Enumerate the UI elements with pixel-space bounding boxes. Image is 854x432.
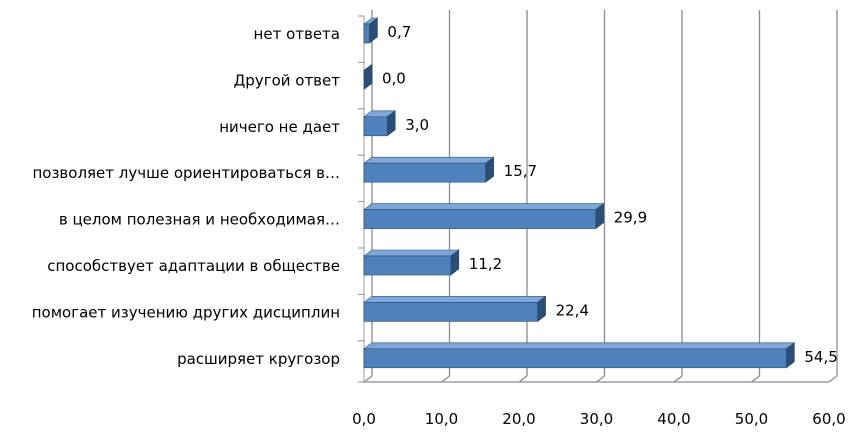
category-label: ничего не дает [219, 118, 340, 136]
category-label: способствует адаптации в обществе [47, 257, 340, 275]
x-tick-label: 40,0 [657, 410, 690, 428]
category-label: помогает изучению других дисциплин [32, 303, 340, 321]
bar-front-face [363, 348, 787, 369]
category-labels: нет ответа Другой ответ ничего не дает позв… [32, 25, 341, 368]
bar [363, 156, 495, 183]
grid-floor-line [441, 375, 450, 383]
bar-top-face [363, 156, 495, 164]
bar [363, 63, 373, 91]
grid-floor-line [751, 375, 760, 383]
bar [363, 203, 605, 230]
x-tick-label: 20,0 [502, 410, 535, 428]
x-tick-label: 50,0 [735, 410, 768, 428]
grid-floor-line [363, 375, 373, 383]
bar-side-face [595, 203, 605, 230]
bar-top-face [363, 249, 460, 257]
value-label: 0,7 [387, 23, 411, 41]
bar-top-face [363, 342, 796, 350]
bar-top-face [363, 296, 547, 303]
category-label: в целом полезная и необходимая… [59, 211, 340, 229]
bar-front-face [363, 23, 370, 44]
category-label: расширяет кругозор [177, 350, 340, 368]
bar-top-face [363, 203, 605, 210]
x-axis-ticks: 0,0 10,0 20,0 30,0 40,0 50,0 60,0 [352, 410, 846, 428]
bars [363, 17, 796, 369]
bar-front-face [363, 255, 452, 276]
category-label: позволяет лучше ориентироваться в… [32, 164, 340, 182]
bar-front-face [363, 116, 388, 137]
bar-side-face [369, 17, 378, 44]
grid-floor-line [596, 375, 605, 383]
grid-floor-line [673, 375, 683, 383]
category-label: нет ответа [254, 25, 340, 43]
category-label: Другой ответ [234, 71, 341, 89]
value-label: 54,5 [804, 348, 837, 366]
bar [363, 342, 796, 369]
value-label: 0,0 [382, 69, 406, 87]
bar-side-face [537, 295, 546, 322]
bar-side-face [363, 63, 373, 91]
grid-floor-line [518, 375, 528, 383]
value-label: 15,7 [504, 162, 537, 180]
bar-side-face [485, 156, 494, 183]
value-label: 29,9 [614, 209, 647, 227]
grid-lines [358, 10, 838, 383]
bar [363, 249, 460, 276]
bar-front-face [363, 209, 597, 229]
grid-floor-line [828, 375, 838, 383]
bar [363, 110, 397, 137]
value-label: 3,0 [405, 116, 429, 134]
bar-front-face [363, 302, 538, 322]
value-label: 22,4 [556, 301, 589, 319]
x-tick-label: 30,0 [580, 410, 613, 428]
bar-side-face [786, 342, 795, 369]
x-tick-label: 0,0 [352, 410, 376, 428]
bar-side-face [386, 110, 396, 137]
bar [363, 17, 379, 44]
bar-front-face [363, 162, 486, 183]
bar [363, 295, 547, 322]
value-labels: 0,7 0,0 3,0 15,7 29,9 11,2 22,4 54,5 [382, 23, 838, 366]
value-label: 11,2 [469, 255, 502, 273]
x-tick-label: 60,0 [812, 410, 845, 428]
bar-side-face [450, 249, 460, 276]
x-tick-label: 10,0 [425, 410, 458, 428]
